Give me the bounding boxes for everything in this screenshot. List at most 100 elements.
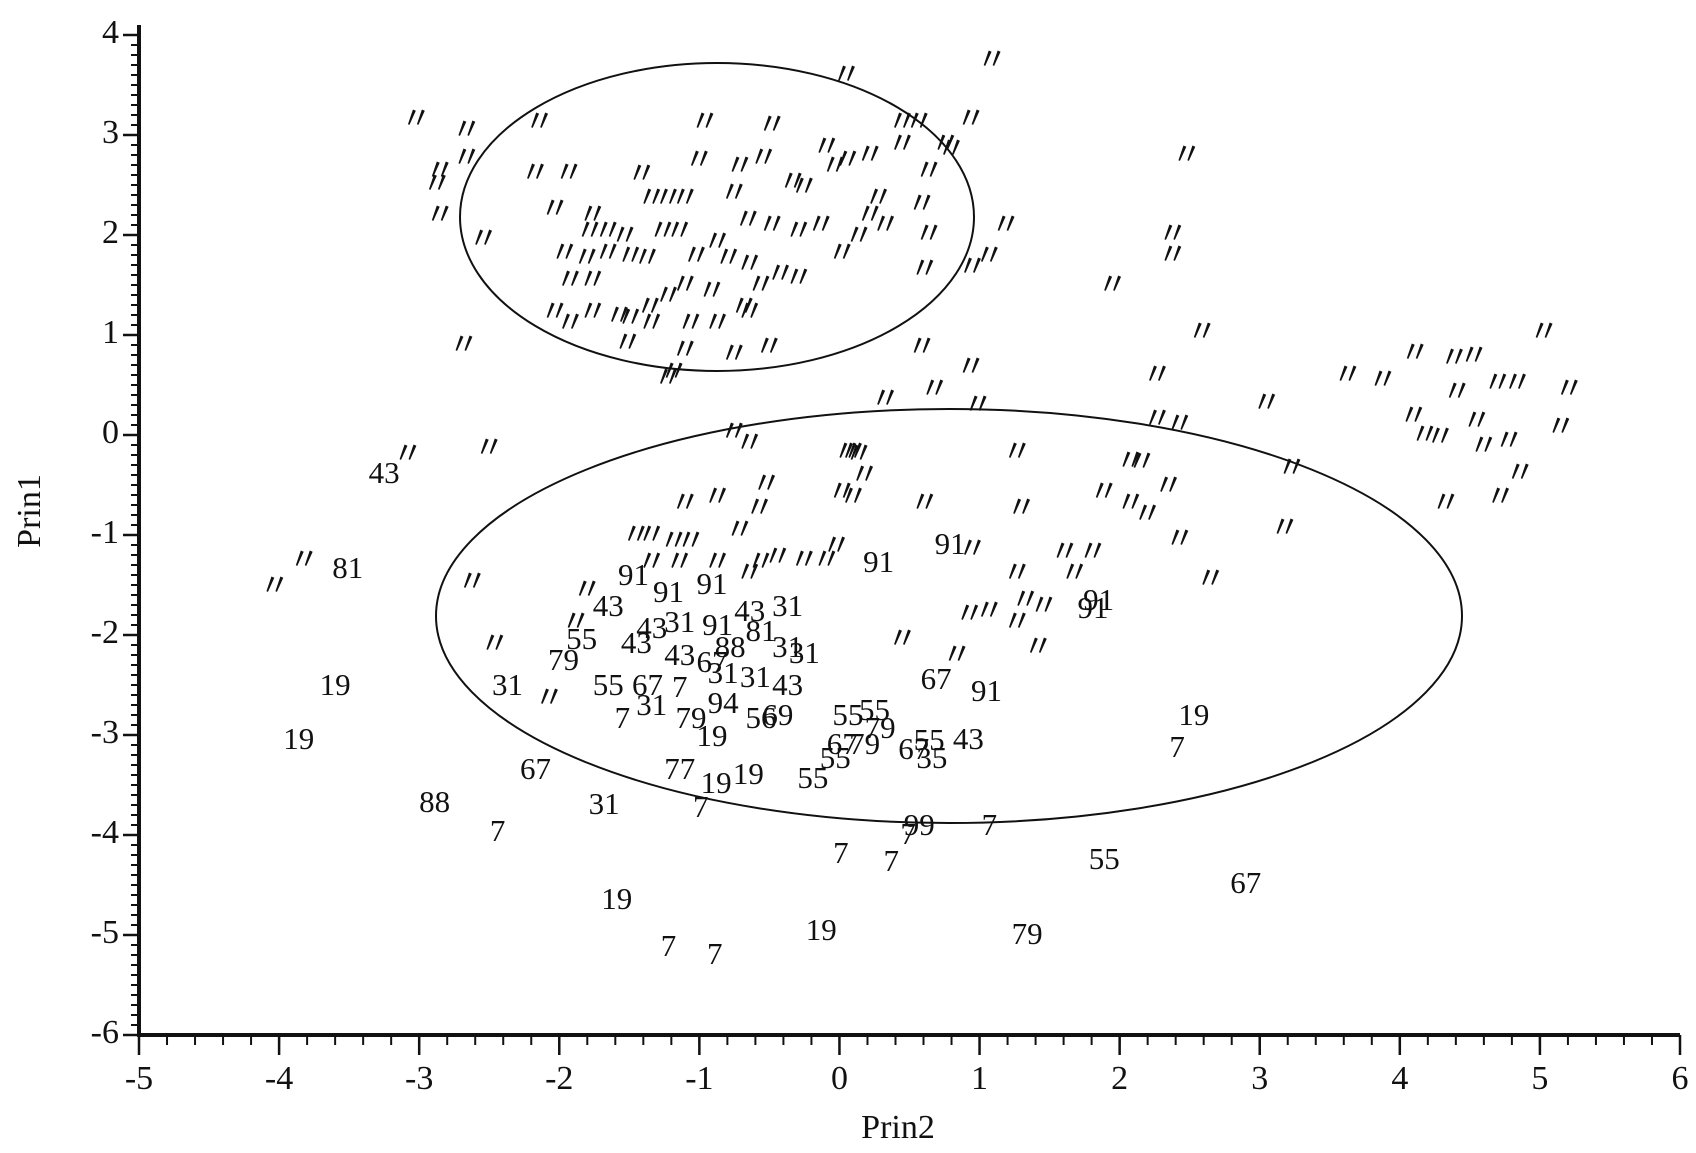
point-label: 〃 bbox=[681, 238, 712, 273]
point-label: 〃 bbox=[479, 626, 510, 661]
point-label: 〃 bbox=[1028, 588, 1059, 623]
point-label: 88 bbox=[715, 629, 746, 664]
point-label: 〃 bbox=[957, 531, 988, 566]
point-label: 〃 bbox=[719, 414, 750, 449]
point-label: 7 bbox=[615, 700, 631, 735]
point-label: 〃 bbox=[957, 249, 988, 284]
point-label: 〃 bbox=[1410, 417, 1441, 452]
point-label: 81 bbox=[746, 613, 777, 648]
point-label: 31 bbox=[740, 659, 771, 694]
y-axis-title: Prin1 bbox=[11, 474, 48, 548]
point-label: 〃 bbox=[977, 42, 1008, 77]
point-label: 43 bbox=[621, 625, 652, 660]
point-label: 〃 bbox=[1023, 629, 1054, 664]
point-label: 〃 bbox=[1089, 474, 1120, 509]
point-label: 19 bbox=[601, 881, 632, 916]
point-label: 19 bbox=[696, 718, 727, 753]
point-label: 91 bbox=[1083, 582, 1114, 617]
point-label: 〃 bbox=[1461, 403, 1492, 438]
point-label: 99 bbox=[904, 807, 935, 842]
point-label: 〃 bbox=[713, 240, 744, 275]
point-label: 〃 bbox=[1398, 398, 1429, 433]
point-label: 〃 bbox=[1439, 340, 1470, 375]
point-label: 〃 bbox=[748, 140, 779, 175]
point-label: 〃 bbox=[259, 568, 290, 603]
x-tick-label: 1 bbox=[971, 1060, 988, 1097]
point-label: 〃 bbox=[1332, 357, 1363, 392]
point-label: 〃 bbox=[1554, 371, 1585, 406]
point-label: 79 bbox=[548, 642, 579, 677]
point-label: 79 bbox=[865, 710, 896, 745]
point-label: 〃 bbox=[696, 273, 727, 308]
point-label: 〃 bbox=[806, 207, 837, 242]
point-label: 〃 bbox=[451, 140, 482, 175]
point-label: 〃 bbox=[635, 289, 666, 324]
point-label: 〃 bbox=[991, 207, 1022, 242]
point-label: 55 bbox=[797, 760, 828, 795]
point-label: 〃 bbox=[1078, 534, 1109, 569]
y-tick-label: -3 bbox=[91, 714, 119, 751]
point-label: 〃 bbox=[956, 101, 987, 136]
point-label: 〃 bbox=[1164, 521, 1195, 556]
point-label: 〃 bbox=[789, 169, 820, 204]
point-label: 〃 bbox=[675, 305, 706, 340]
point-label: 〃 bbox=[561, 604, 592, 639]
point-label: 〃 bbox=[632, 240, 663, 275]
point-label: 〃 bbox=[734, 294, 765, 329]
point-label: 〃 bbox=[647, 213, 678, 248]
point-label: 〃 bbox=[577, 294, 608, 329]
point-label: 19 bbox=[1178, 697, 1209, 732]
point-label: 91 bbox=[653, 574, 684, 609]
point-label: 〃 bbox=[914, 216, 945, 251]
point-label: 〃 bbox=[670, 332, 701, 367]
x-tick-label: 2 bbox=[1111, 1060, 1128, 1097]
point-label: 77 bbox=[664, 751, 695, 786]
point-label: 19 bbox=[283, 721, 314, 756]
point-label: 〃 bbox=[392, 436, 423, 471]
point-label: 〃 bbox=[765, 256, 796, 291]
point-label: 〃 bbox=[474, 430, 505, 465]
point-label: 〃 bbox=[1459, 338, 1490, 373]
point-label: 〃 bbox=[702, 305, 733, 340]
point-label: 〃 bbox=[844, 218, 875, 253]
point-label: 31 bbox=[492, 667, 523, 702]
point-label: 〃 bbox=[930, 126, 961, 161]
point-label: 〃 bbox=[838, 434, 869, 469]
point-label: 〃 bbox=[914, 153, 945, 188]
y-tick-label: -6 bbox=[91, 1014, 119, 1051]
point-label: 〃 bbox=[1002, 604, 1033, 639]
point-label: 〃 bbox=[1269, 510, 1300, 545]
point-label: 〃 bbox=[811, 129, 842, 164]
point-label: 91 bbox=[702, 607, 733, 642]
point-label: 31 bbox=[664, 604, 695, 639]
point-label: 〃 bbox=[1142, 357, 1173, 392]
point-label: 67 bbox=[696, 644, 727, 679]
point-label: 〃 bbox=[425, 197, 456, 232]
point-label: 91 bbox=[863, 544, 894, 579]
point-label: 〃 bbox=[746, 544, 777, 579]
y-tick-label: -1 bbox=[91, 514, 119, 551]
point-label: 81 bbox=[332, 550, 363, 585]
point-label: 7 bbox=[982, 807, 998, 842]
point-label: 7 bbox=[900, 816, 916, 851]
point-label: 〃 bbox=[870, 207, 901, 242]
point-label: 〃 bbox=[612, 325, 643, 360]
x-tick-label: -1 bbox=[685, 1060, 713, 1097]
point-label: 〃 bbox=[610, 218, 641, 253]
point-label: 〃 bbox=[827, 235, 858, 270]
point-label: 〃 bbox=[887, 104, 918, 139]
x-tick-label: 0 bbox=[831, 1060, 848, 1097]
point-label: 〃 bbox=[575, 213, 606, 248]
point-label: 〃 bbox=[778, 164, 809, 199]
point-label: 91 bbox=[618, 557, 649, 592]
point-label: 〃 bbox=[974, 593, 1005, 628]
x-tick-label: -2 bbox=[545, 1060, 573, 1097]
point-label: 〃 bbox=[1529, 314, 1560, 349]
point-label: 〃 bbox=[675, 523, 706, 558]
point-label: 〃 bbox=[615, 238, 646, 273]
point-label: 67 bbox=[921, 661, 952, 696]
point-label: 19 bbox=[320, 667, 351, 702]
point-label: 〃 bbox=[1505, 455, 1536, 490]
point-label: 〃 bbox=[942, 637, 973, 672]
point-label: 〃 bbox=[1195, 561, 1226, 596]
